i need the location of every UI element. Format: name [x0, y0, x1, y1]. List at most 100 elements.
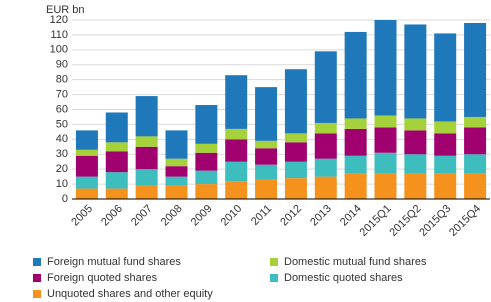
x-tick-label: 2009	[189, 203, 215, 229]
bar-segment	[135, 136, 158, 147]
legend-label: Unquoted shares and other equity	[47, 288, 213, 300]
x-tick-label: 2011	[249, 203, 274, 228]
y-tick-label: 10	[56, 178, 68, 190]
x-tick-label: 2012	[278, 203, 304, 229]
bar-segment	[75, 155, 98, 177]
bar-segment	[195, 152, 218, 171]
bar-segment	[105, 142, 128, 152]
bar-segment	[464, 22, 487, 117]
bar-segment	[404, 24, 427, 119]
bar-segment	[374, 127, 397, 153]
bar-segment	[404, 130, 427, 155]
bar-segment	[165, 176, 188, 186]
bar-segment	[225, 128, 248, 140]
x-tick-label: 2015Q2	[387, 203, 423, 239]
bar-segment	[434, 173, 457, 199]
x-tick-label: 2013	[308, 203, 334, 229]
bar-segment	[314, 122, 337, 134]
bar-segment	[374, 115, 397, 128]
bar-segment	[105, 188, 128, 199]
legend-swatch	[270, 258, 278, 266]
y-tick-label: 30	[56, 148, 68, 160]
bar-segment	[344, 31, 367, 119]
x-tick-label: 2010	[219, 203, 245, 229]
y-tick-label: 80	[56, 74, 68, 86]
legend-swatch	[270, 274, 278, 282]
x-tick-label: 2008	[159, 203, 185, 229]
y-tick-label: 60	[56, 103, 68, 115]
bar-segment	[344, 155, 367, 174]
y-tick-label: 110	[50, 29, 68, 41]
y-tick-label: 100	[50, 44, 68, 56]
y-tick-label: 40	[56, 133, 68, 145]
bar-segment	[314, 176, 337, 199]
bar-segment	[165, 185, 188, 199]
bar-segment	[374, 20, 397, 116]
y-axis-label: EUR bn	[46, 4, 85, 16]
bar-segment	[165, 166, 188, 177]
legend-label: Foreign mutual fund shares	[47, 256, 181, 268]
bar-segment	[404, 173, 427, 199]
bar-segment	[135, 185, 158, 199]
bar-segment	[464, 154, 487, 174]
bar-segment	[464, 127, 487, 155]
y-tick-label: 20	[56, 163, 68, 175]
bar-segment	[225, 161, 248, 182]
bar-segment	[225, 75, 248, 129]
bar-segment	[195, 184, 218, 199]
bar-segment	[404, 118, 427, 131]
x-tick-label: 2015Q4	[447, 203, 483, 239]
y-tick-label: 120	[50, 14, 68, 26]
bar-segment	[464, 116, 487, 128]
bar-segment	[165, 130, 188, 159]
y-tick-label: 90	[56, 59, 68, 71]
bar-segment	[255, 140, 278, 149]
bar-segment	[284, 133, 307, 143]
bar-segment	[225, 139, 248, 162]
bar-segment	[434, 33, 457, 122]
bar-segment	[135, 169, 158, 186]
bar-segment	[105, 172, 128, 189]
bar-segment	[255, 87, 278, 141]
bar-segment	[374, 173, 397, 199]
bar-segment	[75, 130, 98, 150]
bar-segment	[374, 152, 397, 174]
bar-segment	[255, 148, 278, 165]
bar-segment	[195, 105, 218, 144]
legend-label: Foreign quoted shares	[47, 272, 158, 284]
x-tick-label: 2006	[99, 203, 125, 229]
x-tick-label: 2014	[338, 203, 364, 229]
bar-segment	[434, 133, 457, 156]
bar-segment	[195, 170, 218, 185]
x-tick-label: 2007	[129, 203, 155, 229]
legend-swatch	[33, 274, 41, 282]
bar-segment	[464, 173, 487, 199]
bar-segment	[314, 51, 337, 123]
bar-segment	[404, 154, 427, 174]
bar-segment	[165, 158, 188, 167]
bar-segment	[135, 146, 158, 170]
bar-segment	[314, 133, 337, 159]
bar-segment	[344, 118, 367, 129]
legend-label: Domestic mutual fund shares	[284, 256, 427, 268]
bar-segment	[284, 178, 307, 199]
bar-segment	[255, 179, 278, 199]
legend-label: Domestic quoted shares	[284, 272, 403, 284]
bar-segment	[284, 161, 307, 179]
bar-segment	[135, 96, 158, 137]
bar-segment	[314, 158, 337, 177]
bar-segment	[255, 164, 278, 180]
bar-segment	[225, 181, 248, 199]
bar-segment	[75, 149, 98, 156]
y-tick-label: 0	[62, 193, 68, 205]
bar-segment	[105, 151, 128, 173]
bar-segment	[284, 142, 307, 162]
bar-segment	[105, 112, 128, 143]
bar-segment	[434, 121, 457, 134]
x-tick-label: 2015Q1	[358, 203, 394, 239]
bar-segment	[75, 188, 98, 199]
x-tick-label: 2015Q3	[417, 203, 453, 239]
y-tick-label: 50	[56, 118, 68, 130]
bar-segment	[434, 155, 457, 174]
